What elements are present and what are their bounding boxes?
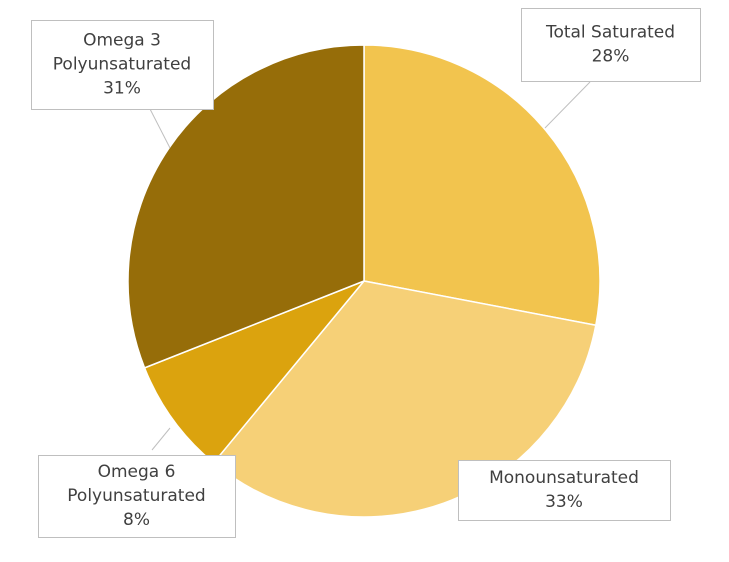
data-label-name: Polyunsaturated <box>67 486 205 506</box>
data-label-name: Omega 6 <box>98 462 176 482</box>
data-label-name: Polyunsaturated <box>53 55 191 75</box>
data-label-box <box>38 455 236 538</box>
data-label-box <box>458 460 671 521</box>
data-label-value: 8% <box>123 510 150 530</box>
leader-line-3 <box>149 108 171 149</box>
pie-slice-monounsaturated <box>212 280 597 518</box>
data-label-name: Monounsaturated <box>489 468 639 488</box>
leaders-layer <box>149 81 591 451</box>
data-label-name: Omega 3 <box>83 31 161 51</box>
data-label-omega-6-polyunsaturated: Omega 6 Polyunsaturated 8% <box>38 455 236 538</box>
pie-slice-omega-3-polyunsaturated <box>127 44 365 369</box>
data-label-omega-3-polyunsaturated: Omega 3 Polyunsaturated 31% <box>31 20 214 110</box>
pie-slice-total-saturated <box>363 44 601 327</box>
data-label-box <box>31 20 214 110</box>
leader-line-2 <box>151 427 171 451</box>
callouts-layer: Total Saturated 28% Monounsaturated 33% Omeg… <box>31 8 701 538</box>
data-label-monounsaturated: Monounsaturated 33% <box>458 460 671 521</box>
data-label-value: 33% <box>545 492 583 512</box>
data-label-name: Total Saturated <box>545 23 675 43</box>
data-label-value: 28% <box>592 47 630 67</box>
leader-line-0 <box>544 81 591 129</box>
data-label-total-saturated: Total Saturated 28% <box>521 8 701 82</box>
slices-layer <box>127 44 601 518</box>
data-label-value: 31% <box>103 79 141 99</box>
data-label-box <box>521 8 701 82</box>
